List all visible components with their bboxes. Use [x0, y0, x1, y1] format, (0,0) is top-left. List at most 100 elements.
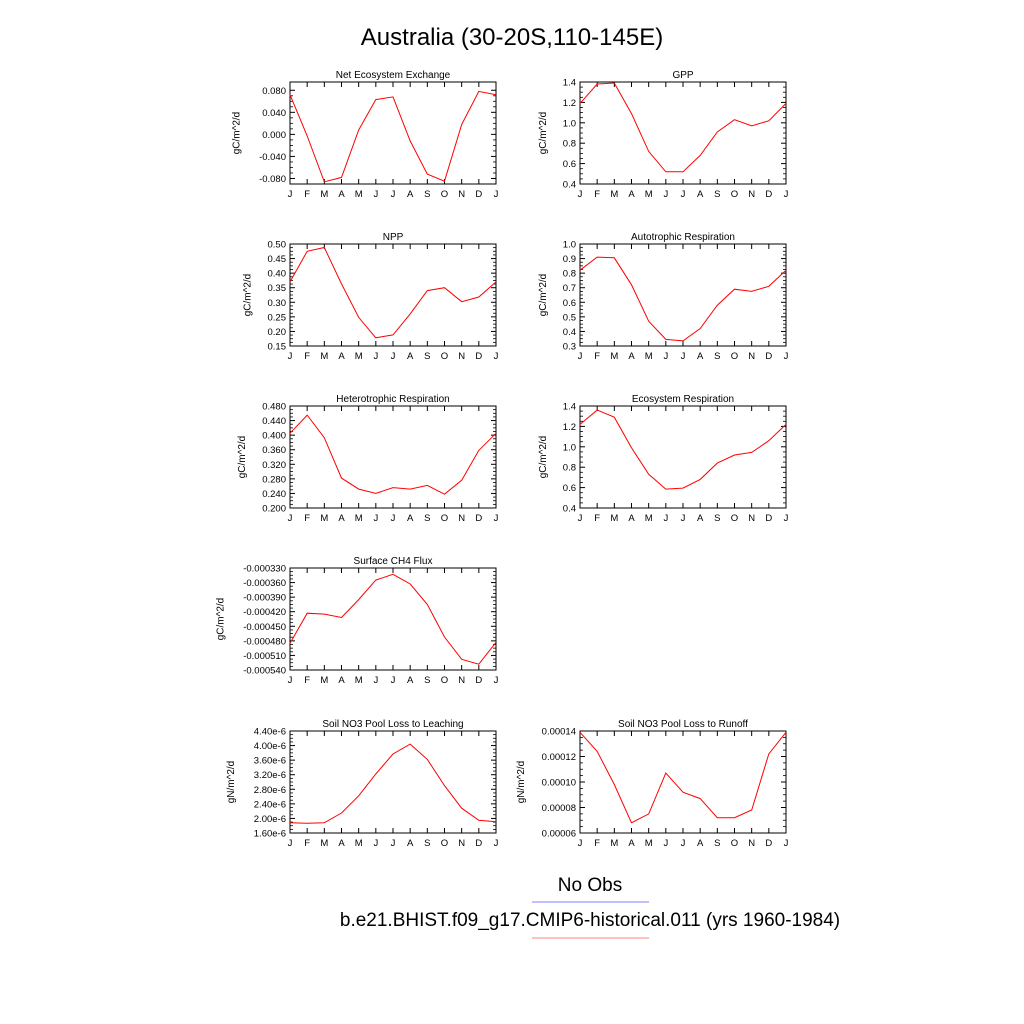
autotrophic-respiration-ytick-label: 0.9: [563, 254, 576, 265]
ecosystem-respiration-xtick-label: A: [697, 513, 704, 524]
net-ecosystem-exchange-xtick-label: J: [373, 189, 378, 200]
surface-ch4-flux-xtick-label: J: [391, 675, 396, 686]
gpp-xtick-label: M: [645, 189, 653, 200]
heterotrophic-respiration-xtick-label: J: [373, 513, 378, 524]
autotrophic-respiration-ytick-label: 0.3: [563, 342, 576, 353]
soil-no3-pool-loss-to-leaching-ytick-label: 4.40e-6: [254, 727, 286, 738]
surface-ch4-flux-plot-frame: [289, 567, 497, 671]
ecosystem-respiration-ytick-label: 1.2: [563, 422, 576, 433]
soil-no3-pool-loss-to-leaching-ytick-label: 1.60e-6: [254, 829, 286, 840]
npp-xtick-label: O: [441, 351, 448, 362]
net-ecosystem-exchange-ytick-label: 0.040: [262, 108, 286, 119]
surface-ch4-flux-xtick-label: N: [458, 675, 465, 686]
autotrophic-respiration-title: Autotrophic Respiration: [631, 232, 735, 243]
gpp-xtick-label: J: [663, 189, 668, 200]
surface-ch4-flux-xtick-label: D: [475, 675, 482, 686]
net-ecosystem-exchange-xtick-label: J: [288, 189, 293, 200]
surface-ch4-flux-ytick-label: -0.000390: [243, 593, 286, 604]
autotrophic-respiration-plot-frame: [579, 243, 787, 347]
soil-no3-pool-loss-to-leaching-xtick-label: J: [373, 838, 378, 849]
autotrophic-respiration-xtick-label: J: [663, 351, 668, 362]
npp-xtick-label: J: [391, 351, 396, 362]
surface-ch4-flux-xtick-label: O: [441, 675, 448, 686]
net-ecosystem-exchange-ytick-label: 0.080: [262, 86, 286, 97]
npp-plot-frame: [289, 243, 497, 347]
soil-no3-pool-loss-to-leaching-xtick-label: F: [304, 838, 310, 849]
ecosystem-respiration-xtick-label: A: [628, 513, 635, 524]
gpp-title: GPP: [672, 70, 693, 81]
net-ecosystem-exchange-ylabel: gC/m^2/d: [232, 112, 243, 155]
soil-no3-pool-loss-to-leaching-xtick-label: A: [407, 838, 414, 849]
soil-no3-pool-loss-to-leaching-xtick-label: O: [441, 838, 448, 849]
surface-ch4-flux-ytick-label: -0.000510: [243, 651, 286, 662]
net-ecosystem-exchange-xtick-label: D: [475, 189, 482, 200]
net-ecosystem-exchange-xtick-label: M: [320, 189, 328, 200]
ecosystem-respiration-xtick-label: M: [610, 513, 618, 524]
net-ecosystem-exchange-xtick-label: J: [494, 189, 499, 200]
soil-no3-pool-loss-to-leaching-ytick-label: 2.80e-6: [254, 785, 286, 796]
ecosystem-respiration-xtick-label: N: [748, 513, 755, 524]
autotrophic-respiration-xtick-label: J: [578, 351, 583, 362]
ecosystem-respiration-xtick-label: S: [714, 513, 720, 524]
soil-no3-pool-loss-to-runoff-series-line: [579, 731, 787, 824]
ecosystem-respiration-ytick-label: 1.0: [563, 442, 576, 453]
surface-ch4-flux-xtick-label: M: [320, 675, 328, 686]
surface-ch4-flux-xtick-label: S: [424, 675, 430, 686]
surface-ch4-flux-xtick-label: J: [373, 675, 378, 686]
gpp-xtick-label: A: [628, 189, 635, 200]
ecosystem-respiration-series-line: [579, 409, 787, 490]
surface-ch4-flux-series-line: [289, 573, 497, 665]
npp-ytick-label: 0.50: [268, 240, 287, 251]
surface-ch4-flux-ytick-label: -0.000450: [243, 622, 286, 633]
surface-ch4-flux-xtick-label: A: [338, 675, 345, 686]
surface-ch4-flux-xtick-label: J: [494, 675, 499, 686]
npp-xtick-label: J: [494, 351, 499, 362]
net-ecosystem-exchange-series-line: [289, 90, 497, 183]
heterotrophic-respiration-xtick-label: J: [391, 513, 396, 524]
soil-no3-pool-loss-to-leaching-xtick-label: J: [494, 838, 499, 849]
ecosystem-respiration-xtick-label: O: [731, 513, 738, 524]
heterotrophic-respiration-ytick-label: 0.320: [262, 460, 286, 471]
heterotrophic-respiration-ytick-label: 0.480: [262, 402, 286, 413]
surface-ch4-flux-ytick-label: -0.000360: [243, 578, 286, 589]
net-ecosystem-exchange-xtick-label: M: [355, 189, 363, 200]
net-ecosystem-exchange-ytick-label: 0.000: [262, 130, 286, 141]
net-ecosystem-exchange-xtick-label: J: [391, 189, 396, 200]
heterotrophic-respiration-xtick-label: N: [458, 513, 465, 524]
heterotrophic-respiration-xtick-label: A: [407, 513, 414, 524]
gpp-xtick-label: A: [697, 189, 704, 200]
soil-no3-pool-loss-to-runoff-xtick-label: J: [663, 838, 668, 849]
soil-no3-pool-loss-to-runoff-plot-frame: [579, 730, 787, 834]
surface-ch4-flux-xtick-label: J: [288, 675, 293, 686]
soil-no3-pool-loss-to-runoff-ytick-label: 0.00008: [542, 803, 576, 814]
legend: No Obs b.e21.BHIST.f09_g17.CMIP6-histori…: [340, 875, 840, 939]
heterotrophic-respiration-ytick-label: 0.360: [262, 445, 286, 456]
autotrophic-respiration-xtick-label: N: [748, 351, 755, 362]
soil-no3-pool-loss-to-runoff-xtick-label: J: [681, 838, 686, 849]
soil-no3-pool-loss-to-runoff-xtick-label: M: [645, 838, 653, 849]
npp-xtick-label: J: [288, 351, 293, 362]
soil-no3-pool-loss-to-runoff-xtick-label: F: [594, 838, 600, 849]
soil-no3-pool-loss-to-leaching-xtick-label: M: [320, 838, 328, 849]
autotrophic-respiration-ytick-label: 0.6: [563, 298, 576, 309]
ecosystem-respiration-xtick-label: F: [594, 513, 600, 524]
surface-ch4-flux-xtick-label: M: [355, 675, 363, 686]
surface-ch4-flux-ytick-label: -0.000540: [243, 666, 286, 677]
gpp-xtick-label: O: [731, 189, 738, 200]
npp-ytick-label: 0.20: [268, 327, 287, 338]
npp-xtick-label: A: [407, 351, 414, 362]
autotrophic-respiration-ytick-label: 0.4: [563, 327, 576, 338]
soil-no3-pool-loss-to-runoff-xtick-label: A: [697, 838, 704, 849]
gpp-ytick-label: 1.4: [563, 78, 576, 89]
soil-no3-pool-loss-to-leaching-ytick-label: 3.20e-6: [254, 770, 286, 781]
soil-no3-pool-loss-to-runoff-xtick-label: J: [784, 838, 789, 849]
ecosystem-respiration-ytick-label: 0.6: [563, 483, 576, 494]
npp-ytick-label: 0.35: [268, 283, 287, 294]
autotrophic-respiration-ylabel: gC/m^2/d: [538, 274, 549, 317]
npp-xtick-label: D: [475, 351, 482, 362]
heterotrophic-respiration-xtick-label: M: [320, 513, 328, 524]
heterotrophic-respiration-ytick-label: 0.240: [262, 489, 286, 500]
